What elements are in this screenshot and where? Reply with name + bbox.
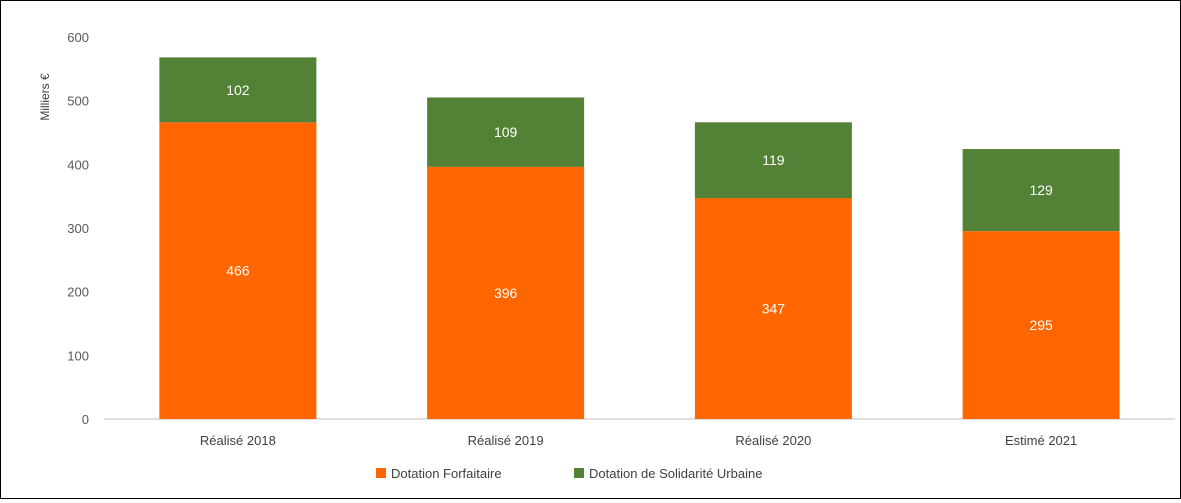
bar-segment bbox=[427, 166, 585, 419]
data-label: 102 bbox=[226, 82, 250, 98]
data-label: 396 bbox=[494, 285, 518, 301]
x-tick-label: Réalisé 2020 bbox=[735, 433, 811, 448]
bar-segment bbox=[694, 198, 852, 419]
y-tick-label: 300 bbox=[67, 221, 89, 236]
bar-segment bbox=[694, 122, 852, 199]
data-label: 295 bbox=[1029, 317, 1053, 333]
y-tick-label: 200 bbox=[67, 285, 89, 300]
data-label: 119 bbox=[762, 152, 785, 168]
y-tick-label: 600 bbox=[67, 30, 89, 45]
bar-segment bbox=[962, 231, 1120, 419]
legend-label: Dotation Forfaitaire bbox=[391, 466, 502, 481]
x-tick-label: Réalisé 2019 bbox=[468, 433, 544, 448]
y-tick-label: 400 bbox=[67, 157, 89, 172]
data-label: 347 bbox=[762, 301, 786, 317]
bars bbox=[159, 57, 1120, 420]
bar-segment bbox=[962, 149, 1120, 232]
legend-swatch bbox=[574, 468, 584, 478]
y-tick-label: 500 bbox=[67, 94, 89, 109]
x-tick-label: Estimé 2021 bbox=[1005, 433, 1077, 448]
legend-label: Dotation de Solidarité Urbaine bbox=[589, 466, 762, 481]
data-label: 109 bbox=[494, 124, 518, 140]
data-label: 129 bbox=[1029, 182, 1053, 198]
bar-segment bbox=[427, 97, 585, 167]
bar-segment bbox=[159, 57, 317, 123]
data-label: 466 bbox=[226, 263, 250, 279]
x-tick-label: Réalisé 2018 bbox=[200, 433, 276, 448]
data-labels: 466 102 396 109 347 119 295 129 bbox=[226, 82, 1053, 333]
y-tick-label: 100 bbox=[67, 348, 89, 363]
y-tick-label: 0 bbox=[82, 412, 89, 427]
bar-segment bbox=[159, 122, 317, 420]
legend: Dotation Forfaitaire Dotation de Solidari… bbox=[376, 466, 762, 481]
y-axis-label: Milliers € bbox=[38, 73, 52, 121]
legend-swatch bbox=[376, 468, 386, 478]
